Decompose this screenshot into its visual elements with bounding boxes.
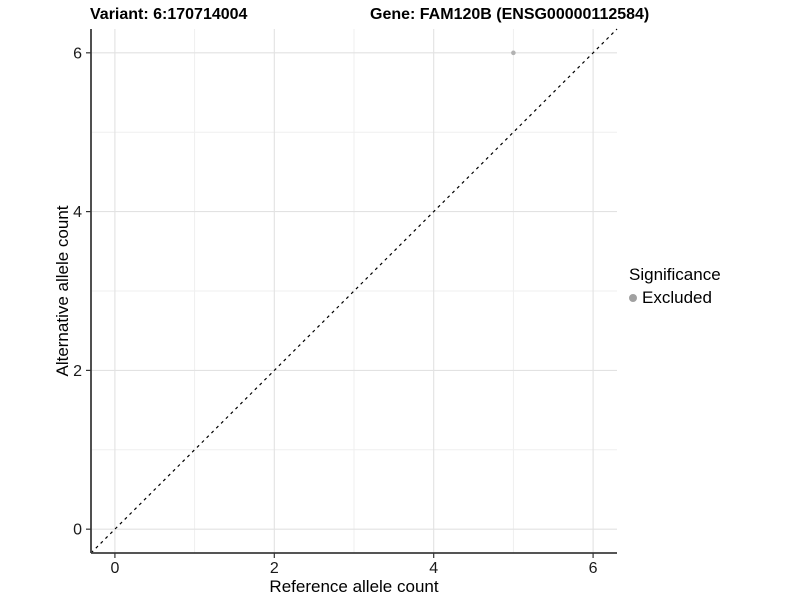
legend-title: Significance bbox=[629, 265, 721, 284]
axis-ticks: 0 2 4 6 0 2 4 6 bbox=[73, 45, 598, 577]
gridlines-major bbox=[91, 29, 617, 553]
legend-point-icon bbox=[629, 294, 637, 302]
legend-item-excluded: Excluded bbox=[629, 288, 721, 308]
x-tick-label: 2 bbox=[270, 560, 279, 577]
plot-title-variant: Variant: 6:170714004 bbox=[90, 6, 248, 23]
x-tick-label: 0 bbox=[110, 560, 119, 577]
data-point bbox=[511, 50, 516, 56]
x-tick-label: 4 bbox=[429, 560, 438, 577]
y-tick-label: 4 bbox=[73, 204, 82, 221]
y-tick-label: 6 bbox=[73, 45, 82, 62]
y-tick-label: 2 bbox=[73, 363, 82, 380]
y-tick-label: 0 bbox=[73, 522, 82, 539]
legend-item-label: Excluded bbox=[642, 288, 712, 307]
y-axis-title: Alternative allele count bbox=[53, 205, 72, 377]
x-tick-label: 6 bbox=[589, 560, 598, 577]
gridlines-minor bbox=[91, 29, 617, 553]
identity-line bbox=[90, 28, 618, 554]
legend: Significance Excluded bbox=[629, 264, 721, 308]
plot-title-gene: Gene: FAM120B (ENSG00000112584) bbox=[370, 6, 650, 23]
x-axis-title: Reference allele count bbox=[269, 577, 439, 596]
